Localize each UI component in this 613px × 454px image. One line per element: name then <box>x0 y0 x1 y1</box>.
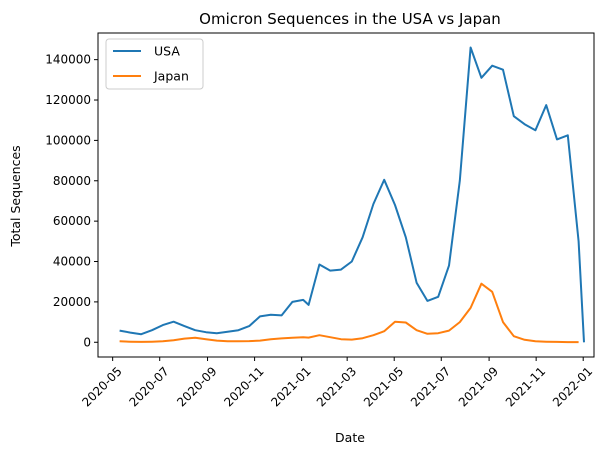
x-tick-label: 2021-07 <box>408 364 453 409</box>
series-lines <box>119 46 585 344</box>
x-tick-label: 2021-05 <box>361 364 406 409</box>
x-tick-label: 2020-05 <box>79 364 124 409</box>
series-line-usa <box>119 46 585 343</box>
y-tick-label: 80000 <box>53 174 91 188</box>
x-tick-label: 2020-09 <box>174 364 219 409</box>
legend: USA Japan <box>105 38 204 90</box>
x-tick-label: 2021-01 <box>268 364 313 409</box>
series-line-japan <box>119 282 579 344</box>
y-axis-label: Total Sequences <box>8 145 23 247</box>
y-tick-label: 120000 <box>45 93 91 107</box>
x-tick-label: 2022-01 <box>550 364 595 409</box>
y-tick-label: 40000 <box>53 255 91 269</box>
y-tick-label: 60000 <box>53 214 91 228</box>
y-tick-label: 140000 <box>45 53 91 67</box>
x-tick-label: 2021-03 <box>314 364 359 409</box>
x-axis-label: Date <box>335 430 365 445</box>
y-tick-label: 100000 <box>45 133 91 147</box>
legend-usa-label: USA <box>154 44 180 59</box>
legend-japan-label: Japan <box>153 69 189 84</box>
x-axis-ticks: 2020-05 2020-07 2020-09 2020-11 2021-01 2021-… <box>79 357 595 410</box>
y-tick-label: 20000 <box>53 295 91 309</box>
x-tick-label: 2021-11 <box>503 364 548 409</box>
y-tick-label: 0 <box>83 335 91 349</box>
x-tick-label: 2020-11 <box>221 364 266 409</box>
y-axis-ticks: 0 20000 40000 60000 80000 100000 120000 140000 <box>45 53 98 349</box>
x-tick-label: 2021-09 <box>456 364 501 409</box>
chart-title: Omicron Sequences in the USA vs Japan <box>199 10 501 28</box>
x-tick-label: 2020-07 <box>126 364 171 409</box>
